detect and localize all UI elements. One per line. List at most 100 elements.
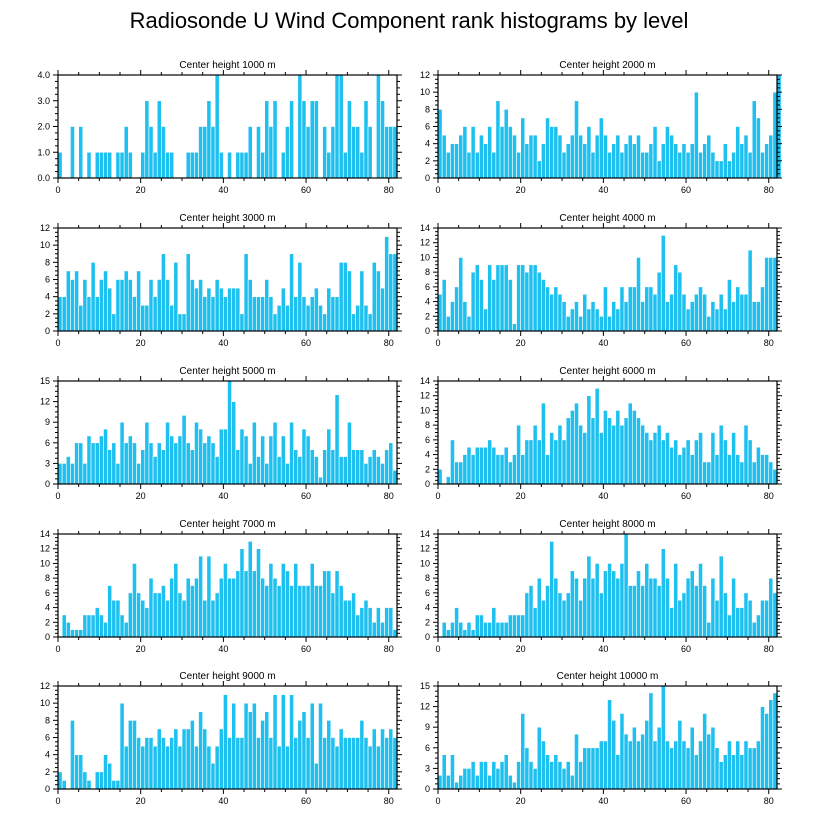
bar (665, 432, 670, 485)
bar (677, 599, 683, 638)
bar (474, 614, 480, 638)
bar (152, 745, 158, 790)
bar (656, 585, 662, 638)
bar (615, 134, 621, 179)
bar (549, 541, 555, 638)
bar (223, 563, 228, 638)
bar (256, 737, 261, 790)
y-tick-label: 8 (45, 715, 50, 725)
bar (252, 702, 257, 790)
bar (553, 577, 559, 638)
bar (264, 585, 270, 638)
bar (359, 607, 365, 638)
bar (648, 143, 654, 179)
bar (611, 720, 617, 790)
bar (479, 134, 484, 179)
bar (565, 143, 571, 179)
bar (318, 304, 323, 332)
bar (727, 279, 732, 332)
y-tick-label: 4 (45, 603, 50, 613)
bar (247, 126, 253, 179)
x-tick-label: 0 (435, 644, 440, 654)
bar (268, 563, 274, 638)
bar (185, 151, 191, 179)
bar (735, 740, 741, 790)
bar (743, 424, 749, 485)
bar (739, 293, 745, 332)
x-tick-label: 60 (681, 491, 691, 501)
bar (578, 599, 583, 638)
y-tick-label: 9 (425, 722, 430, 732)
bar (632, 286, 637, 332)
y-tick-label: 12 (420, 70, 430, 80)
bar (549, 761, 555, 790)
x-tick-label: 20 (516, 644, 526, 654)
bar (454, 286, 459, 332)
y-tick-label: 8 (425, 573, 430, 583)
bar (611, 570, 617, 638)
bar (70, 126, 75, 179)
bar (681, 143, 687, 179)
bar (351, 592, 356, 638)
bar (301, 296, 307, 332)
bar (169, 151, 175, 179)
bar (578, 315, 583, 332)
bar (371, 449, 377, 485)
bar (528, 264, 534, 332)
bar (627, 402, 633, 485)
bar (541, 402, 546, 485)
bar (127, 435, 133, 485)
bar (764, 143, 770, 179)
bar (148, 442, 154, 485)
bar (359, 151, 365, 179)
bar (487, 439, 493, 485)
bar (194, 287, 199, 332)
bar (309, 702, 315, 790)
bar (512, 323, 517, 332)
bar (483, 761, 488, 790)
figure-title: Radiosonde U Wind Component rank histogr… (129, 8, 689, 33)
bar (760, 599, 765, 638)
bar (553, 754, 559, 790)
bar (458, 134, 464, 179)
bar (231, 401, 237, 485)
x-tick-label: 40 (218, 338, 228, 348)
bar (689, 570, 695, 638)
bar (326, 720, 332, 790)
bar (235, 570, 241, 638)
x-tick-label: 80 (764, 644, 774, 654)
bar (656, 160, 662, 179)
bar (148, 126, 154, 179)
bar (503, 109, 509, 179)
bar (718, 293, 724, 332)
bar (574, 402, 579, 485)
bar (165, 151, 170, 179)
bar (268, 296, 274, 332)
y-tick-label: 14 (40, 529, 50, 539)
bar (293, 563, 299, 638)
bar (479, 761, 484, 790)
bar (376, 745, 381, 790)
bar (706, 733, 712, 790)
bar (380, 621, 385, 638)
bar (445, 629, 451, 638)
bar (541, 143, 546, 179)
bar (78, 629, 84, 638)
bar (454, 143, 459, 179)
bar (86, 296, 92, 332)
bar (603, 740, 608, 790)
y-tick-label: 10 (40, 558, 50, 568)
bar (115, 599, 121, 638)
bar (173, 728, 179, 790)
x-tick-label: 20 (516, 491, 526, 501)
bar (338, 728, 344, 790)
bar (718, 424, 724, 485)
bar (123, 745, 129, 790)
bar (454, 607, 459, 638)
y-tick-label: 6 (425, 435, 430, 445)
y-tick-label: 0 (425, 632, 430, 642)
bar (136, 270, 141, 332)
bar (656, 726, 662, 790)
bar (247, 711, 253, 790)
bar (648, 692, 654, 790)
